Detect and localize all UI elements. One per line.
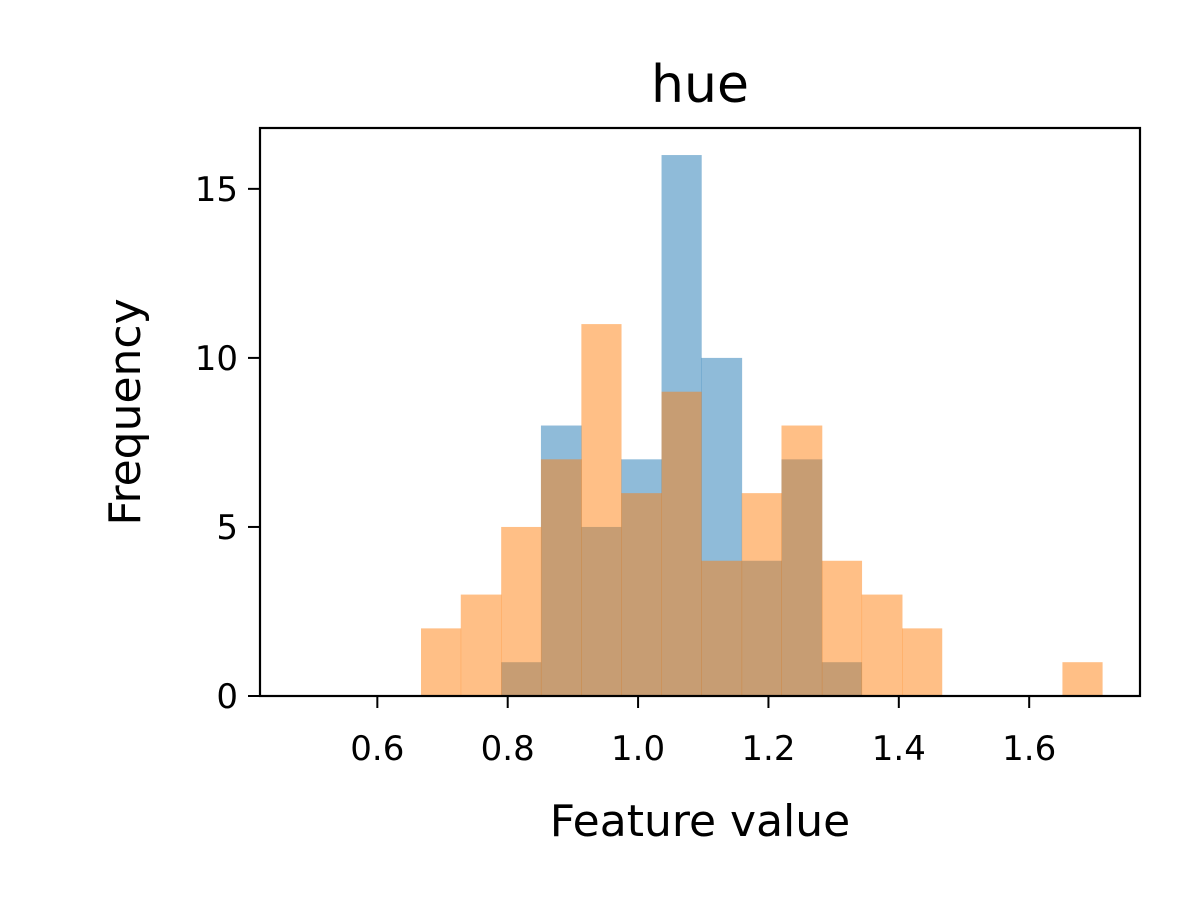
histogram-bar-series-1-bin-5 — [621, 493, 662, 696]
histogram-bar-series-1-bin-10 — [821, 560, 863, 696]
y-tick-label: 0 — [216, 677, 238, 717]
histogram-bar-series-1-bin-7 — [701, 560, 743, 696]
x-tick-label: 1.2 — [741, 729, 795, 769]
histogram-bar-series-1-bin-1 — [460, 594, 502, 696]
y-tick-label: 10 — [195, 339, 238, 379]
x-tick-label: 1.0 — [611, 729, 665, 769]
x-tick-label: 1.6 — [1002, 729, 1056, 769]
histogram-bar-series-1-bin-2 — [501, 526, 542, 696]
histogram-bar-series-1-bin-13 — [1062, 662, 1103, 696]
histogram-bar-series-1-bin-6 — [661, 391, 702, 696]
y-tick-label: 15 — [195, 170, 238, 210]
x-axis: 0.6 0.8 1.0 1.2 1.4 1.6 — [350, 696, 1056, 769]
x-axis-label: Feature value — [550, 796, 850, 847]
y-axis-label: Frequency — [100, 298, 151, 525]
histogram-bar-series-1-bin-8 — [741, 493, 782, 696]
y-axis: 0 5 10 15 — [195, 170, 260, 717]
histogram-bar-series-1-bin-0 — [421, 628, 462, 696]
histogram-bar-series-1-bin-11 — [861, 594, 903, 696]
x-tick-label: 0.6 — [350, 729, 404, 769]
histogram-bar-series-1-bin-9 — [781, 425, 823, 696]
x-tick-label: 1.4 — [872, 729, 926, 769]
x-tick-label: 0.8 — [481, 729, 535, 769]
chart-title: hue — [651, 55, 749, 115]
histogram-bar-series-1-bin-3 — [540, 459, 582, 696]
histogram-bar-series-1-bin-12 — [902, 628, 943, 696]
histogram-bar-series-1-bin-4 — [581, 324, 622, 696]
bars-layer — [421, 155, 1103, 697]
y-tick-label: 5 — [216, 508, 238, 548]
plot-frame — [258, 126, 1142, 698]
